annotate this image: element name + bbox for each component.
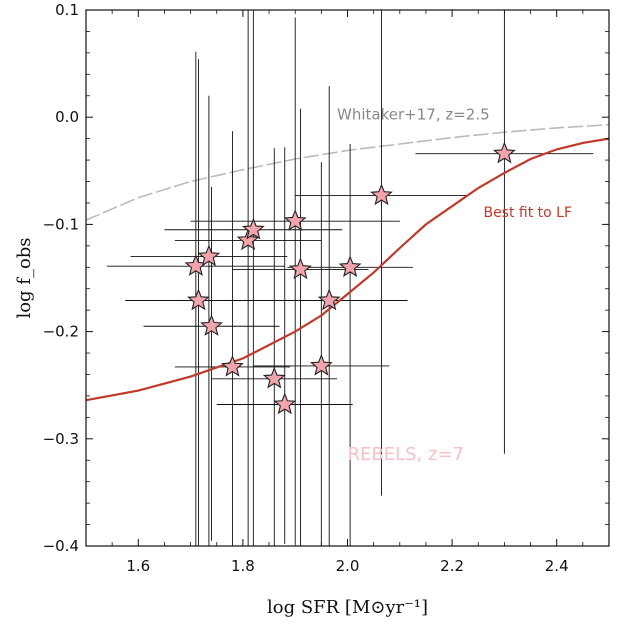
y-tick-label: −0.2	[43, 323, 79, 341]
data-point-star	[197, 244, 221, 267]
data-point-star	[262, 366, 286, 389]
y-tick-label: −0.4	[43, 537, 79, 555]
plot-area	[86, 10, 609, 546]
data-point-star	[289, 257, 312, 280]
data-point-star	[283, 209, 307, 231]
y-tick-label: −0.1	[43, 215, 79, 233]
data-point-star	[338, 255, 362, 277]
annotation-0: Whitaker+17, z=2.5	[337, 105, 490, 123]
axis-ticks	[85, 9, 610, 547]
data-point-star	[236, 228, 260, 251]
data-point-star	[317, 288, 341, 311]
x-tick-label: 2.2	[440, 557, 464, 575]
x-tick-label: 1.8	[231, 557, 255, 575]
data-point-star	[187, 288, 210, 311]
y-tick-label: 0.1	[55, 1, 79, 19]
data-point-star	[309, 353, 333, 376]
annotation-2: REBELS, z=7	[348, 444, 464, 465]
x-tick-label: 1.6	[126, 557, 150, 575]
data-point-star	[241, 217, 265, 240]
plot-frame	[85, 9, 610, 547]
data-point-star	[492, 141, 516, 164]
x-axis-title-text: log SFR [M⊙yr⁻¹]	[267, 597, 428, 618]
data-point-star	[273, 392, 297, 415]
data-point-star	[221, 354, 244, 377]
whitaker-curve	[86, 123, 609, 221]
annotation-1: Best fit to LF	[483, 205, 572, 221]
data-point-star	[370, 183, 393, 206]
data-point-star	[200, 314, 223, 336]
y-axis-title: log f_obs	[14, 237, 35, 318]
y-tick-label: 0.0	[55, 108, 79, 126]
x-axis-title: log SFR [M⊙yr⁻¹]	[267, 597, 428, 618]
y-tick-label: −0.3	[43, 430, 79, 448]
x-tick-label: 2.4	[545, 557, 569, 575]
y-axis-title-text: log f_obs	[14, 237, 35, 318]
x-tick-label: 2.0	[336, 557, 360, 575]
